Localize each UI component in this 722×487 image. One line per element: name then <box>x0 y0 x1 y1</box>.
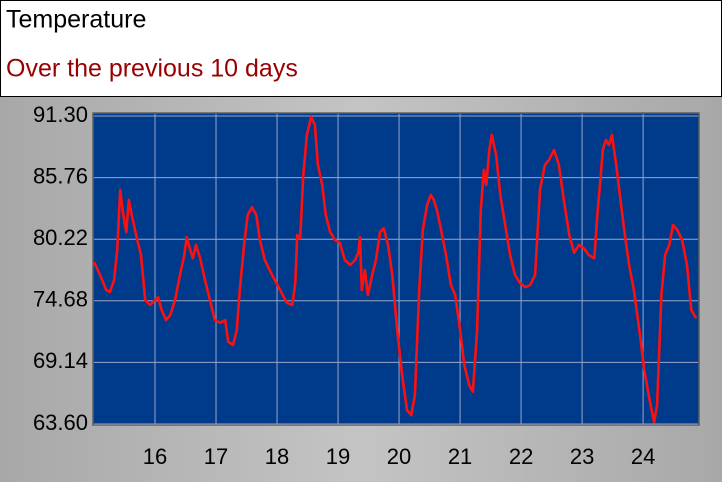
x-tick-label: 20 <box>387 444 411 469</box>
x-tick-label: 17 <box>204 444 228 469</box>
chart-subtitle: Over the previous 10 days <box>6 55 298 83</box>
x-tick-label: 16 <box>143 444 167 469</box>
x-tick-label: 18 <box>265 444 289 469</box>
x-tick-label: 22 <box>509 444 533 469</box>
y-tick-label: 74.68 <box>33 287 88 312</box>
y-tick-label: 80.22 <box>33 225 88 250</box>
header <box>0 0 722 97</box>
x-tick-label: 24 <box>631 444 655 469</box>
chart-title: Temperature <box>6 6 146 34</box>
x-tick-label: 19 <box>326 444 350 469</box>
y-tick-label: 63.60 <box>33 410 88 435</box>
x-tick-label: 21 <box>448 444 472 469</box>
data-line <box>92 115 698 424</box>
x-tick-label: 23 <box>570 444 594 469</box>
plot-area <box>92 112 700 426</box>
y-tick-label: 85.76 <box>33 163 88 188</box>
y-tick-label: 91.30 <box>33 102 88 127</box>
y-tick-label: 69.14 <box>33 348 88 373</box>
